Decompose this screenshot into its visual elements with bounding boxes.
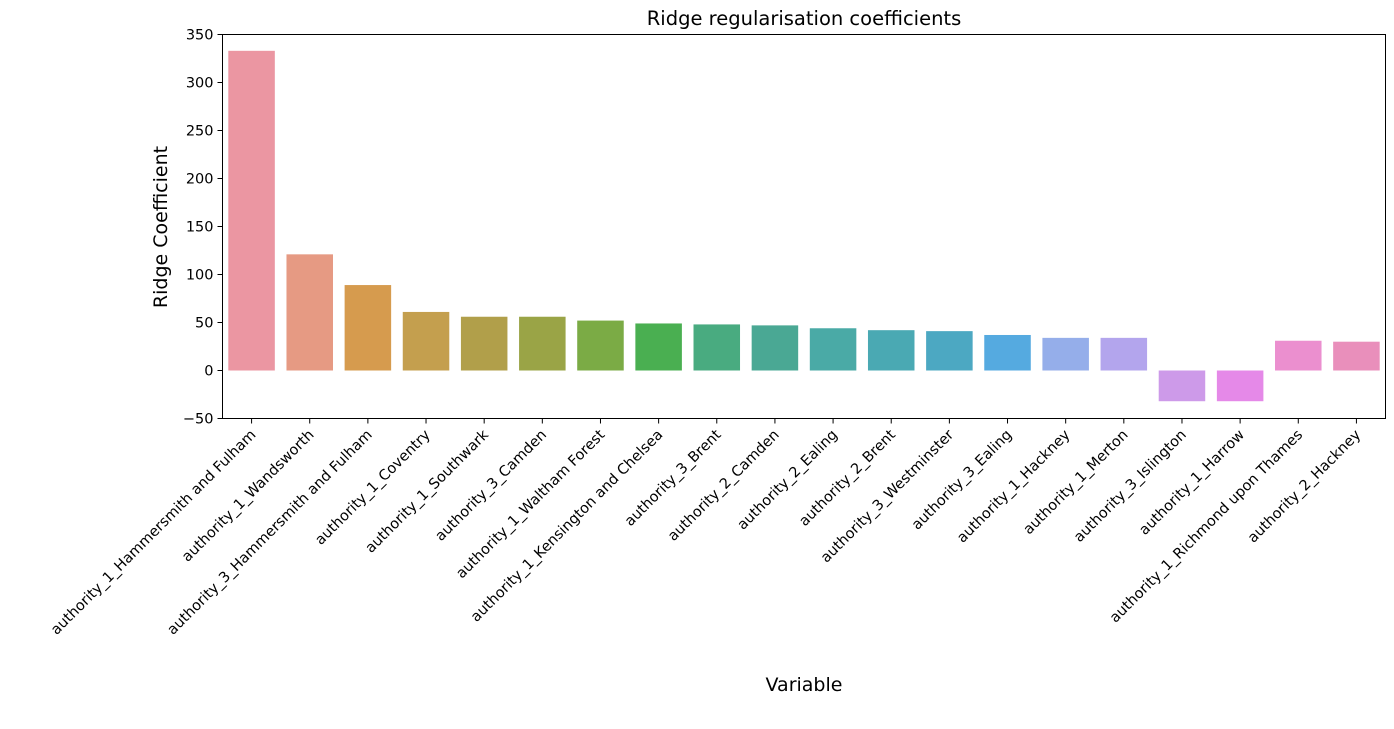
bar-5 bbox=[460, 316, 508, 371]
y-tick-label: 200 bbox=[186, 172, 214, 188]
bar-15 bbox=[1042, 337, 1089, 371]
bar-1 bbox=[228, 50, 275, 371]
x-tick-label: authority_2_Brent bbox=[796, 427, 899, 530]
y-tick-label: 300 bbox=[186, 76, 214, 92]
bar-3 bbox=[344, 285, 392, 371]
bar-14 bbox=[984, 334, 1031, 371]
bar-6 bbox=[519, 316, 566, 371]
x-tick-label: authority_1_Hammersmith and Fulham bbox=[48, 427, 259, 638]
bar-20 bbox=[1333, 341, 1380, 371]
x-axis: authority_1_Hammersmith and Fulhamauthor… bbox=[48, 418, 1365, 638]
bar-13 bbox=[926, 331, 973, 371]
bar-12 bbox=[867, 330, 915, 371]
bar-4 bbox=[402, 311, 450, 371]
x-tick-label: authority_3_Islington bbox=[1071, 427, 1190, 546]
bar-9 bbox=[693, 324, 741, 371]
bar-18 bbox=[1216, 370, 1264, 402]
y-tick-label: 100 bbox=[186, 268, 214, 284]
y-axis-title: Ridge Coefficient bbox=[150, 146, 172, 308]
plot-frame bbox=[222, 34, 1386, 419]
bar-11 bbox=[809, 328, 857, 371]
y-tick-label: 150 bbox=[186, 220, 214, 236]
x-tick-label: authority_1_Coventry bbox=[312, 427, 434, 549]
y-axis: −50 0 50 100 150 200 250 300 350 bbox=[183, 28, 223, 428]
x-tick-label: authority_2_Hackney bbox=[1245, 427, 1365, 547]
x-tick-label: authority_3_Brent bbox=[622, 427, 725, 530]
y-tick-label: 350 bbox=[186, 28, 214, 44]
x-tick-label: authority_3_Ealing bbox=[909, 427, 1015, 533]
bar-8 bbox=[635, 323, 682, 371]
x-tick-label: authority_3_Hammersmith and Fulham bbox=[164, 427, 375, 638]
y-tick-label: 50 bbox=[195, 316, 213, 332]
x-tick-label: authority_1_Hackney bbox=[954, 427, 1074, 547]
bar-10 bbox=[751, 325, 799, 371]
x-axis-title: Variable bbox=[766, 674, 843, 696]
x-tick-label: authority_2_Camden bbox=[665, 427, 783, 545]
y-tick-label: 250 bbox=[186, 124, 214, 140]
bar-17 bbox=[1158, 370, 1206, 402]
x-tick-label: authority_1_Merton bbox=[1021, 427, 1132, 538]
bars-group bbox=[228, 50, 1380, 402]
bar-16 bbox=[1100, 337, 1148, 371]
x-tick-label: authority_3_Camden bbox=[433, 427, 551, 545]
y-tick-label: 0 bbox=[204, 364, 213, 380]
bar-19 bbox=[1275, 340, 1322, 371]
y-tick-label: −50 bbox=[183, 412, 214, 428]
bar-2 bbox=[286, 254, 333, 371]
chart-title: Ridge regularisation coefficients bbox=[647, 7, 962, 30]
x-tick-label: authority_2_Ealing bbox=[735, 427, 841, 533]
bar-7 bbox=[577, 320, 624, 371]
x-tick-label: authority_1_Harrow bbox=[1136, 427, 1248, 539]
